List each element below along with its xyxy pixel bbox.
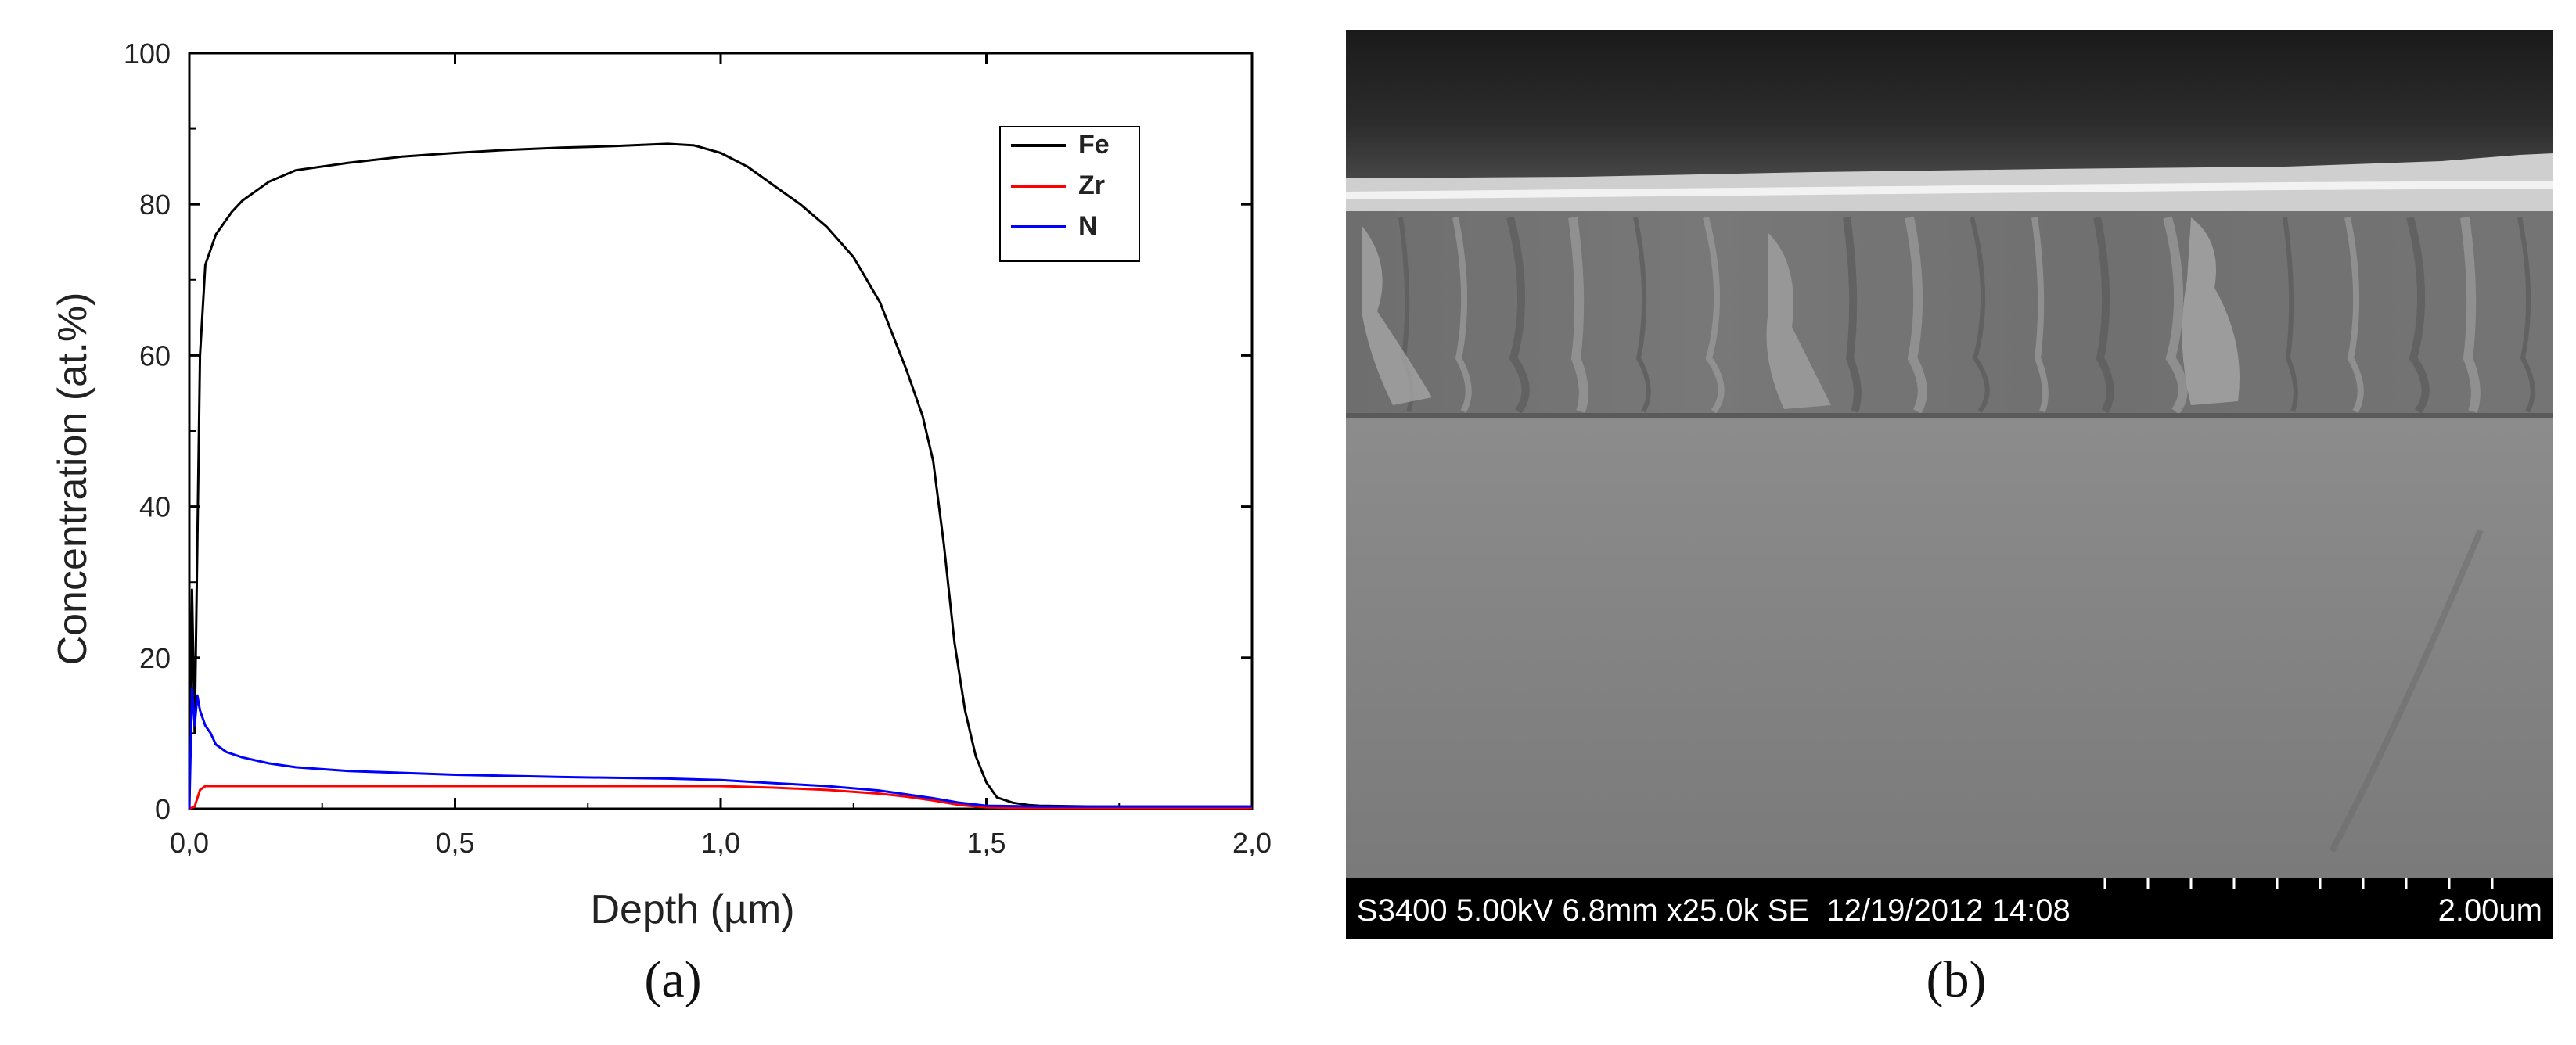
- x-tick-label: 0,5: [435, 827, 474, 859]
- caption-a: (a): [644, 951, 702, 1008]
- sem-film-column: [2406, 216, 2430, 415]
- y-axis-label: Concentration (at.%): [50, 293, 95, 666]
- x-tick-label: 1,0: [701, 827, 740, 859]
- line-chart: 0,0 0,5 1,0 1,5 2,0 0 20 40 60 80 100 Fe Zr N Depth …: [50, 38, 1272, 932]
- sem-substrate-scratch: [2329, 529, 2484, 853]
- sem-image: [1346, 30, 2553, 879]
- sem-scale-ticks: [2103, 878, 2494, 889]
- y-tick-label: 100: [124, 38, 171, 70]
- legend-box: [999, 126, 1140, 262]
- axes: 0,0 0,5 1,0 1,5 2,0 0 20 40 60 80 100: [124, 38, 1272, 859]
- sem-film-column: [2460, 217, 2481, 414]
- series-group: [188, 142, 1252, 810]
- x-tick-label: 0,0: [170, 827, 209, 859]
- series-line-n: [188, 686, 1252, 810]
- sem-film-column: [1703, 216, 1725, 414]
- sem-film-column: [2344, 217, 2364, 413]
- sem-interface: [1346, 413, 2553, 418]
- sem-film-column: [1452, 217, 1472, 413]
- y-tick-label: 20: [139, 642, 171, 674]
- x-tick-label: 2,0: [1232, 827, 1272, 859]
- legend-label-zr: Zr: [1078, 171, 1105, 200]
- sem-film-column: [2163, 216, 2188, 415]
- x-axis-label: Depth (µm): [590, 887, 794, 932]
- sem-film-column: [2283, 217, 2298, 413]
- sem-film-column: [1506, 216, 1530, 415]
- sem-film-column: [1843, 217, 1862, 413]
- sem-film-particle: [1362, 225, 1432, 405]
- sem-scale-label: 2.00um: [2437, 893, 2542, 928]
- sem-surface-highlight: [1346, 181, 2553, 199]
- series-line-zr: [189, 785, 1252, 810]
- sem-film-particle: [1766, 233, 1831, 409]
- x-tick-label: 1,5: [966, 827, 1006, 859]
- sem-background-top: [1346, 30, 2553, 186]
- sem-film-column: [2517, 217, 2535, 413]
- caption-b: (b): [1926, 951, 1987, 1008]
- y-tick-label: 0: [155, 793, 171, 825]
- y-tick-label: 80: [139, 189, 171, 221]
- sem-film-column: [1905, 216, 1927, 414]
- series-line-fe: [188, 142, 1252, 810]
- legend-label-n: N: [1078, 211, 1098, 241]
- sem-substrate: [1346, 418, 2553, 879]
- y-tick-label: 60: [139, 339, 171, 372]
- sem-info-bar: S3400 5.00kV 6.8mm x25.0k SE 12/19/2012 …: [1346, 878, 2553, 939]
- sem-film-column: [1568, 217, 1588, 414]
- sem-acquisition-info: S3400 5.00kV 6.8mm x25.0k SE 12/19/2012 …: [1357, 893, 2071, 928]
- sem-film-column: [1633, 217, 1651, 413]
- sem-surface-edge: [1346, 153, 2553, 217]
- sem-film-columns: [1398, 216, 2535, 415]
- sem-film-particle: [2182, 217, 2240, 405]
- sem-micrograph: S3400 5.00kV 6.8mm x25.0k SE 12/19/2012 …: [1346, 30, 2553, 939]
- sem-film-column: [2093, 217, 2114, 414]
- sem-film-column: [1970, 217, 1990, 413]
- legend: Fe Zr N: [999, 126, 1140, 262]
- sem-film-column: [2031, 217, 2049, 413]
- legend-label-fe: Fe: [1078, 130, 1110, 160]
- y-tick-label: 40: [139, 491, 171, 523]
